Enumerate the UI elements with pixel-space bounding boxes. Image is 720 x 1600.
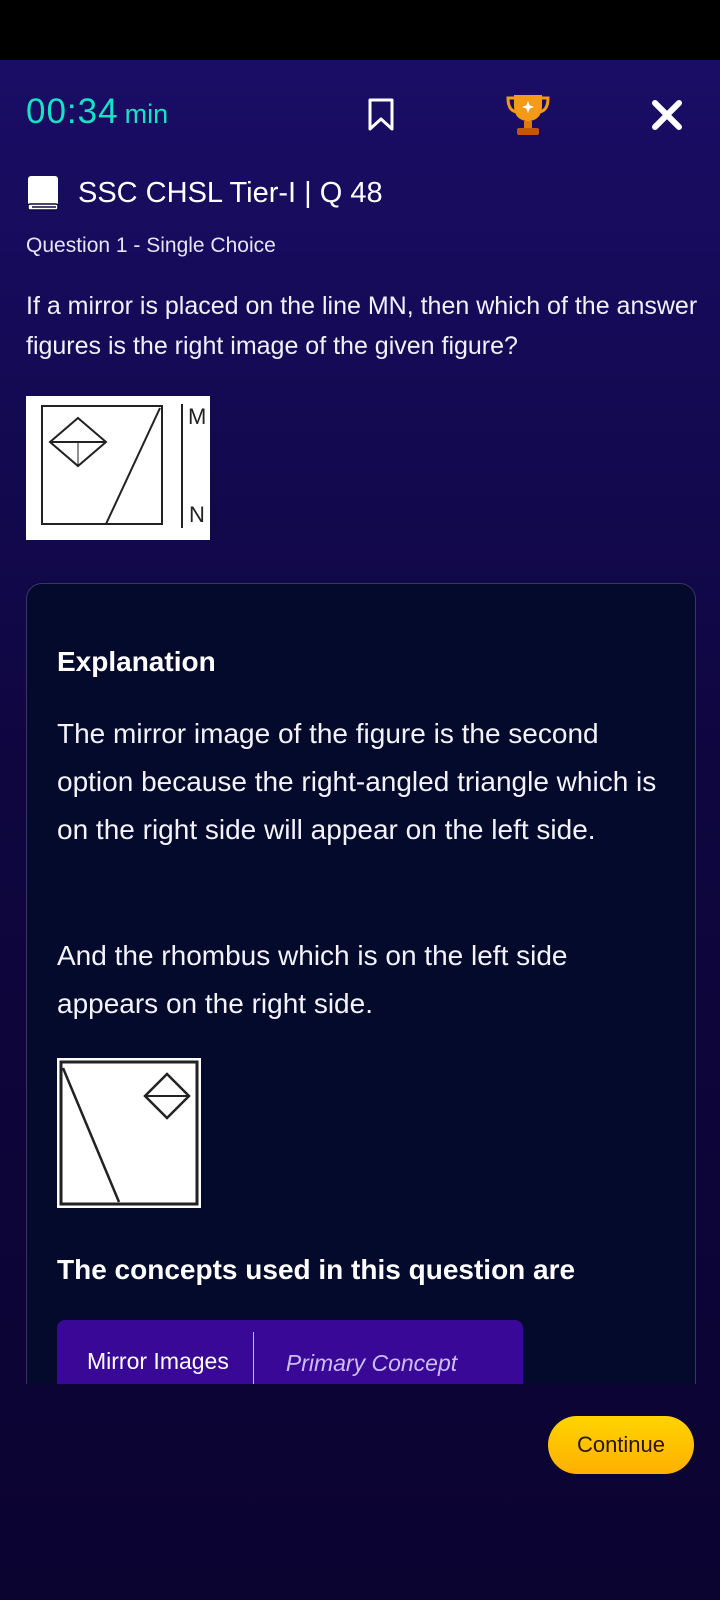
bookmark-icon[interactable] [367,98,395,132]
concept-name: Mirror Images [57,1332,254,1384]
book-icon [27,176,59,211]
explanation-card[interactable]: Explanation The mirror image of the figu… [26,583,696,1384]
answer-figure [57,1058,201,1208]
breadcrumb: SSC CHSL Tier-I | Q 48 [26,174,383,212]
concepts-heading: The concepts used in this question are [57,1254,576,1285]
explanation-paragraph: And the rhombus which is on the left sid… [57,940,568,1019]
status-bar [0,0,720,60]
timer-unit: min [124,99,169,129]
concept-role: Primary Concept [285,1350,458,1376]
concept-chip[interactable]: Mirror Images Primary Concept [57,1320,523,1384]
timer-value: 00:34 [26,92,119,131]
mirror-label-m: M [188,404,206,429]
question-type-label: Question 1 - Single Choice [26,234,276,257]
trophy-icon[interactable] [504,92,552,138]
explanation-title: Explanation [57,646,216,677]
timer: 00:34 min [26,92,168,136]
mirror-label-n: N [189,502,205,527]
close-icon[interactable] [650,98,684,132]
question-text: If a mirror is placed on the line MN, th… [26,292,698,360]
explanation-paragraph: The mirror image of the figure is the se… [57,718,657,845]
breadcrumb-text: SSC CHSL Tier-I | Q 48 [78,176,383,209]
question-figure: M N [26,396,210,540]
continue-button[interactable]: Continue [548,1416,694,1474]
